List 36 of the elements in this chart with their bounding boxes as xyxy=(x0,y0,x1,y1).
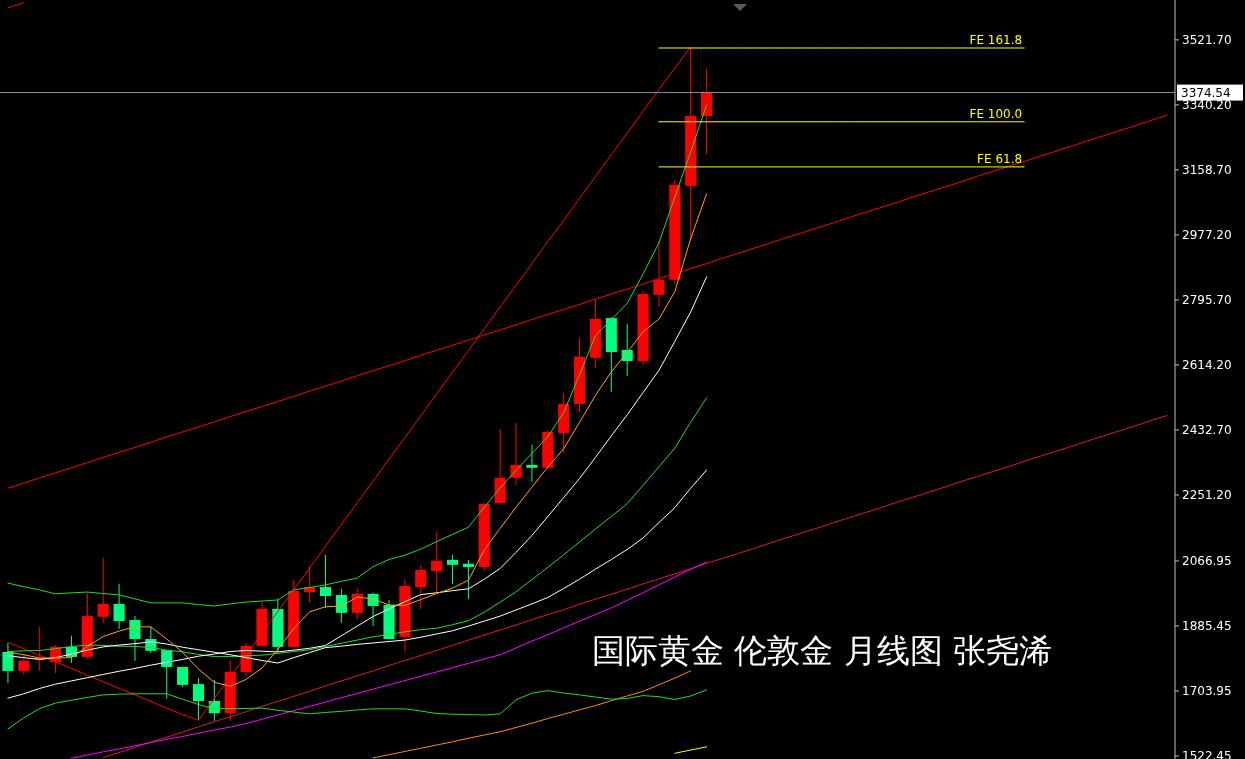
line-series xyxy=(372,670,692,759)
candlestick xyxy=(351,587,363,620)
candlestick xyxy=(129,615,141,662)
candlestick xyxy=(526,444,538,483)
line-series xyxy=(102,415,1168,759)
candlestick xyxy=(319,554,332,609)
candlestick xyxy=(701,68,713,156)
candlestick xyxy=(653,241,665,308)
candlestick xyxy=(510,422,522,486)
line-series xyxy=(7,689,708,730)
series-label: FE 61.8 xyxy=(977,151,1023,166)
candlestick xyxy=(113,583,125,630)
series-label: FE 161.8 xyxy=(969,33,1023,47)
y-tick-label: 1703.95 xyxy=(1182,684,1232,699)
y-tick-label: 2614.20 xyxy=(1182,358,1232,373)
candlestick xyxy=(192,677,205,721)
candlestick xyxy=(446,554,459,585)
candlestick xyxy=(415,564,427,610)
y-tick-label: 2066.95 xyxy=(1182,554,1232,569)
y-tick-label: 3340.20 xyxy=(1182,98,1232,113)
series-label: FE 100.0 xyxy=(969,106,1023,121)
candlestick xyxy=(431,531,443,594)
y-tick-label: 3158.70 xyxy=(1182,163,1232,178)
candlestick xyxy=(97,557,109,624)
candlestick xyxy=(2,642,14,684)
candlestick xyxy=(462,559,474,600)
candlestick xyxy=(335,588,347,624)
y-tick-label: 2977.20 xyxy=(1182,228,1232,243)
y-tick-label: 1885.45 xyxy=(1182,619,1232,634)
y-tick-label: 2795.70 xyxy=(1182,293,1232,308)
candlestick xyxy=(18,654,30,676)
y-tick-label: 3521.70 xyxy=(1182,33,1232,48)
ref-line-label: 3374.54 xyxy=(1181,85,1231,100)
text: 国际黄金 伦敦金 月线图 张尧浠 xyxy=(592,631,1053,670)
y-tick-label: 2432.70 xyxy=(1182,423,1232,438)
y-tick-label: 2251.20 xyxy=(1182,488,1232,503)
